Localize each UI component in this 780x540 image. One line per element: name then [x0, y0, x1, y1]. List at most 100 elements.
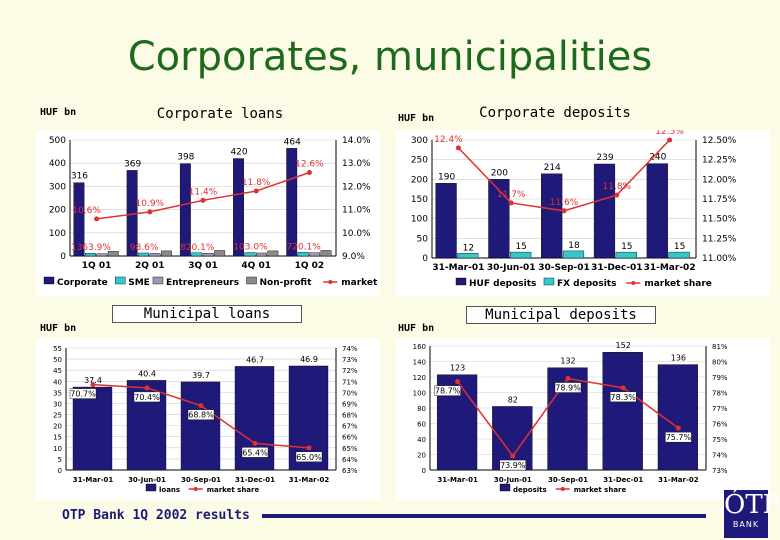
y2-tick-label: 10.0% — [342, 229, 371, 239]
x-tick-label: 3Q 01 — [188, 261, 218, 271]
market-share-label-box — [554, 382, 582, 393]
market-share-label: 10.6% — [72, 206, 101, 216]
bar-fx-deposits — [562, 250, 585, 259]
chart-municipal-loans: 0 5 10 15 20 25 30 35 40 45 50 55 63% 64% 65% 66% 67% 68%… — [36, 338, 380, 500]
y-tick-label: 500 — [49, 136, 66, 146]
chart-title-municipal-loans: Municipal loans — [112, 305, 302, 323]
market-share-label: 78.9% — [555, 384, 581, 393]
market-share-label: 65.0% — [296, 453, 322, 462]
chart-title-municipal-deposits: Municipal deposits — [466, 306, 656, 324]
bar-non-profit — [107, 251, 119, 257]
x-tick-label: 31-Mar-01 — [73, 476, 114, 484]
y-tick-label: 20 — [53, 423, 62, 431]
y-tick-label: 140 — [413, 359, 426, 367]
y2-tick-label: 64% — [342, 456, 358, 464]
y-tick-label: 35 — [53, 389, 62, 397]
y2-tick-label: 12.25% — [702, 156, 737, 166]
x-tick-label: 31-Mar-02 — [644, 263, 696, 273]
y2-tick-label: 68% — [342, 412, 358, 420]
market-share-point — [510, 453, 516, 459]
legend-swatch — [246, 276, 257, 285]
chart-svg-corporate-deposits: 0 50 100 150 200 250 300 11.00% 11.25% 11.50% 11.7… — [411, 127, 737, 289]
data-label: 200 — [491, 168, 508, 178]
logo-mark: ÓTP — [724, 490, 780, 520]
bar-huf-deposits — [593, 163, 616, 259]
y2-tick-label: 74% — [342, 345, 358, 353]
legend-label: Non-profit — [260, 278, 313, 288]
bar-corporate — [179, 163, 191, 257]
market-share-point — [198, 403, 204, 409]
y-tick-label: 100 — [411, 215, 428, 225]
unit-label-municipal-loans: HUF bn — [40, 323, 77, 334]
market-share-point — [306, 445, 312, 451]
market-share-label-box — [665, 431, 692, 443]
y2-tick-label: 80% — [712, 359, 728, 367]
footer-text: OTP Bank 1Q 2002 results — [62, 508, 250, 523]
y-tick-label: 200 — [411, 175, 428, 185]
y2-tick-label: 65% — [342, 445, 358, 453]
bar-corporate — [233, 158, 244, 257]
bar-non-profit — [320, 250, 332, 257]
y-tick-label: 55 — [53, 345, 62, 353]
y2-tick-label: 11.25% — [702, 234, 737, 244]
legend-point-market-share — [560, 487, 565, 491]
bar-entrepreneurs — [202, 253, 214, 257]
legend-swatch — [115, 276, 126, 285]
y-tick-label: 0 — [58, 467, 62, 475]
data-label: 46.7 — [246, 355, 264, 364]
bar-huf-deposits — [541, 173, 563, 259]
bar-fx-deposits — [457, 253, 479, 259]
market-share-label-box — [187, 409, 215, 420]
x-tick-label: 31-Mar-01 — [432, 263, 484, 273]
x-tick-label: 31-Dec-01 — [591, 263, 642, 273]
market-share-label-box — [434, 385, 461, 396]
legend-label: Entrepreneurs — [166, 278, 239, 288]
y2-tick-label: 11.50% — [702, 215, 737, 225]
data-label: 136 — [671, 354, 686, 363]
bar-loans — [180, 381, 221, 471]
data-label: 82 — [508, 395, 518, 404]
bar-non-profit — [214, 250, 226, 257]
market-share-point — [675, 425, 681, 431]
market-share-point — [253, 188, 259, 194]
legend-label: market share — [341, 278, 380, 288]
logo-word: BANK — [732, 520, 760, 529]
market-share-point — [455, 145, 461, 151]
y-tick-label: 100 — [49, 229, 66, 239]
bar-fx-deposits — [510, 251, 532, 259]
market-share-label: 11.8% — [242, 178, 271, 188]
x-tick-label: 30-Jun-01 — [128, 476, 166, 484]
legend-label: loans — [159, 486, 180, 494]
legend-swatch — [543, 277, 555, 286]
y2-tick-label: 11.75% — [702, 195, 737, 205]
legend-point-market-share — [193, 487, 198, 491]
market-share-label: 10.9% — [136, 199, 165, 209]
bar-entrepreneurs — [149, 253, 161, 257]
market-share-label-box — [499, 459, 527, 471]
x-tick-label: 30-Sep-01 — [548, 476, 588, 484]
legend-label: market share — [207, 486, 260, 494]
market-share-label-box — [241, 447, 269, 458]
data-label: 40.4 — [138, 369, 156, 378]
bar-entrepreneurs — [255, 252, 267, 257]
x-tick-label: 1Q 01 — [82, 261, 112, 271]
data-label: 316 — [71, 172, 88, 182]
y2-tick-label: 67% — [342, 423, 358, 431]
y-tick-label: 30 — [53, 400, 62, 408]
y-tick-label: 0 — [422, 467, 426, 475]
y2-tick-label: 14.0% — [342, 136, 371, 146]
data-label: 464 — [284, 137, 301, 147]
y2-tick-label: 12.50% — [702, 136, 737, 146]
market-share-label: 11.4% — [189, 187, 218, 197]
y-tick-label: 50 — [53, 356, 62, 364]
legend-swatch — [145, 483, 157, 492]
x-tick-label: 31-Mar-02 — [289, 476, 330, 484]
legend-swatch — [43, 276, 55, 285]
y2-tick-label: 12.00% — [702, 175, 737, 185]
market-share-point — [94, 216, 100, 222]
legend-swatch — [152, 276, 164, 285]
footer-rule — [262, 514, 706, 518]
data-label: 18 — [568, 241, 580, 251]
market-share-point — [614, 192, 620, 198]
market-share-label: 73.9% — [500, 461, 526, 470]
